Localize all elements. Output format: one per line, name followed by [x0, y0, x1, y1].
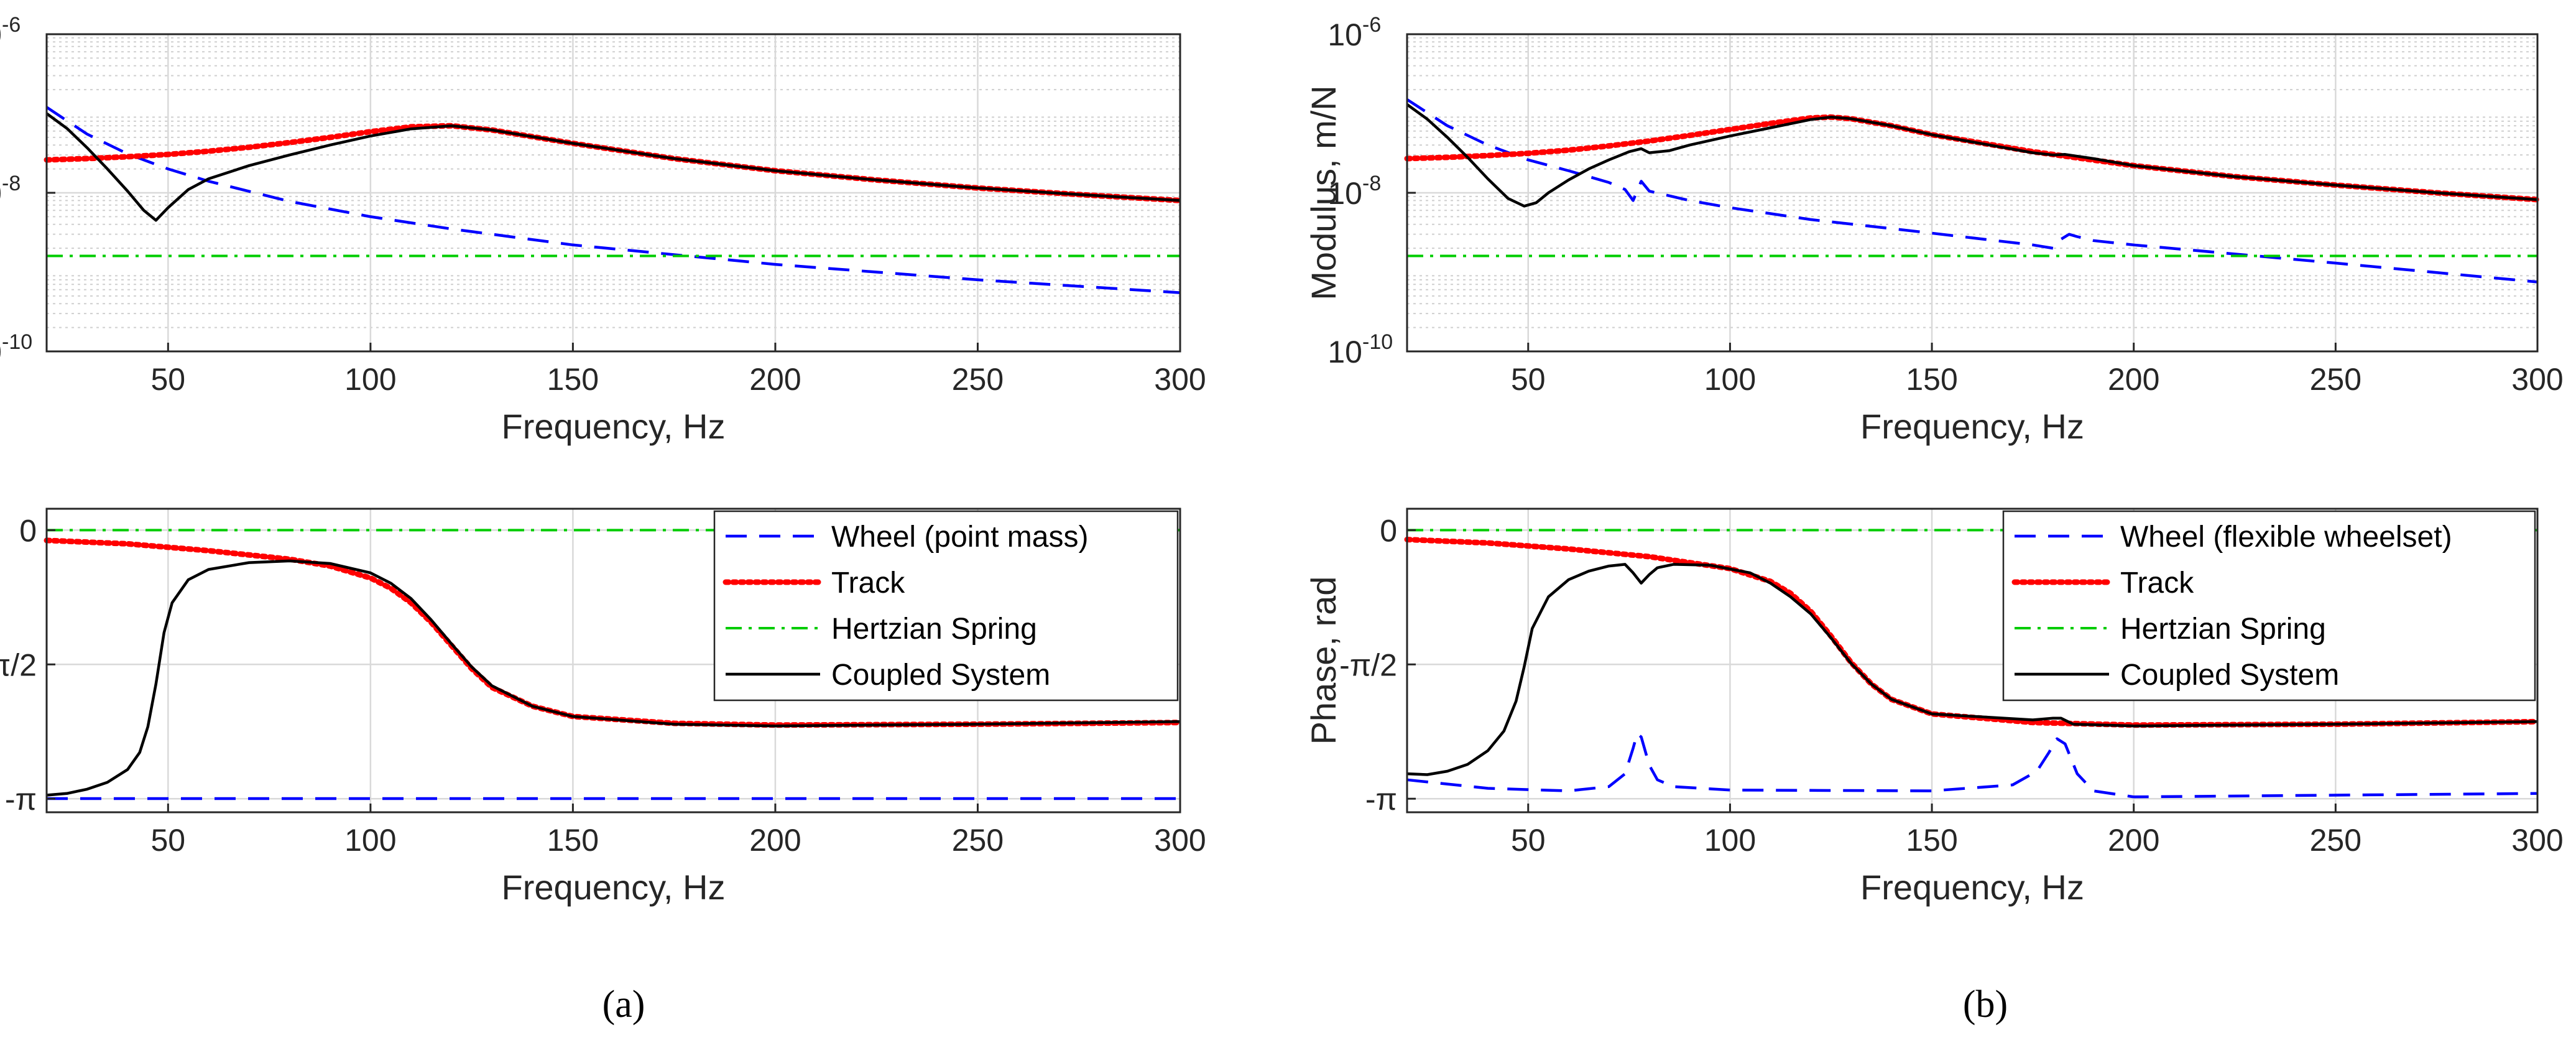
a-modulus-series-coupled — [45, 112, 1181, 222]
a-phase-legend-entry: Track — [831, 567, 905, 600]
a-modulus-axes: 5010015020025030010-1010-810-6Frequency,… — [0, 13, 1206, 446]
b-phase-axes: 50 100 150 200 250 300 0 -π/2 -π Frequency, Hz Pha… — [1304, 508, 2564, 907]
b-phase-legend-entry: Coupled System — [2120, 659, 2339, 692]
b-modulus-x-tick-label: 100 — [1704, 362, 1756, 397]
a-phase-x-tick-label: 250 — [952, 823, 1004, 858]
a-modulus-series-wheel — [45, 106, 1181, 294]
b-phase-x-tick-label: 50 — [1511, 823, 1546, 858]
a-phase-legend-entry: Coupled System — [831, 659, 1050, 692]
panel-b-label: (b) — [1963, 983, 2008, 1026]
b-modulus-y-axis-label: Modulus, m/N — [1304, 85, 1343, 300]
b-modulus-y-tick-label: 10 — [1327, 17, 1362, 52]
b-phase-legend: Wheel (flexible wheelset) Track Hertzian S… — [2002, 510, 2536, 702]
a-phase-legend-entry: Wheel (point mass) — [831, 521, 1088, 554]
b-phase-y-tick-label: 0 — [1380, 513, 1397, 548]
a-modulus-x-tick-label: 50 — [151, 362, 186, 397]
a-modulus-y-tick-label: 10 — [0, 335, 2, 369]
a-phase-x-tick-label: 150 — [547, 823, 599, 858]
a-phase-legend-entry: Hertzian Spring — [831, 613, 1037, 646]
b-modulus-x-tick-label: 200 — [2108, 362, 2159, 397]
a-phase-legend: Wheel (point mass) Track Hertzian Spring Co… — [713, 510, 1179, 702]
b-phase-y-axis-label: Phase, rad — [1304, 577, 1343, 745]
a-phase-y-tick-label: -π — [5, 782, 37, 817]
a-modulus-x-tick-label: 250 — [952, 362, 1004, 397]
a-modulus-x-tick-label: 150 — [547, 362, 599, 397]
b-modulus-y-tick-exponent: -8 — [1362, 172, 1381, 195]
b-modulus-x-tick-label: 250 — [2310, 362, 2361, 397]
a-phase-series-coupled — [46, 559, 1181, 797]
a-phase-x-tick-label: 50 — [151, 823, 186, 858]
b-modulus-y-tick-exponent: -10 — [1362, 330, 1393, 354]
a-modulus-y-tick-label: 10 — [0, 17, 2, 52]
b-modulus-x-tick-label: 150 — [1906, 362, 1957, 397]
b-modulus-y-tick-label: 10 — [1327, 335, 1362, 369]
b-modulus-series-coupled — [1406, 103, 2538, 208]
panel-a-label: (a) — [602, 983, 645, 1026]
b-modulus-y-tick-exponent: -6 — [1362, 13, 1381, 37]
b-phase-legend-entry: Track — [2120, 567, 2194, 600]
a-phase-y-tick-label: -π/2 — [0, 647, 37, 682]
a-phase-x-axis-label: Frequency, Hz — [502, 868, 726, 907]
a-phase-x-tick-label: 300 — [1154, 823, 1206, 858]
b-phase-x-tick-label: 250 — [2310, 823, 2361, 858]
b-phase-legend-box — [2002, 510, 2536, 702]
a-phase-x-tick-label: 100 — [344, 823, 396, 858]
b-phase-x-tick-label: 300 — [2511, 823, 2563, 858]
a-modulus-x-tick-label: 300 — [1154, 362, 1206, 397]
b-phase-x-tick-label: 100 — [1704, 823, 1756, 858]
a-phase-x-tick-label: 200 — [749, 823, 801, 858]
a-modulus-x-tick-label: 100 — [344, 362, 396, 397]
b-phase-legend-entry: Hertzian Spring — [2120, 613, 2326, 646]
a-phase-frame — [45, 508, 1181, 814]
b-modulus-y-tick-label: 10 — [1327, 176, 1362, 211]
b-modulus-x-tick-label: 50 — [1511, 362, 1546, 397]
b-phase-frame — [1406, 508, 2539, 814]
b-phase-x-tick-label: 200 — [2108, 823, 2159, 858]
a-modulus-x-axis-label: Frequency, Hz — [502, 407, 726, 446]
a-modulus-y-tick-exponent: -8 — [2, 172, 21, 195]
b-modulus-x-tick-label: 300 — [2511, 362, 2563, 397]
b-phase-y-tick-label: -π/2 — [1339, 647, 1397, 682]
b-phase-x-axis-label: Frequency, Hz — [1860, 868, 2084, 907]
a-phase-y-tick-label: 0 — [19, 513, 37, 548]
b-phase-series-coupled — [1406, 563, 2538, 776]
b-phase-x-tick-label: 150 — [1906, 823, 1957, 858]
b-modulus-x-axis-label: Frequency, Hz — [1860, 407, 2084, 446]
a-modulus-y-tick-exponent: -10 — [2, 330, 32, 354]
b-phase-y-tick-label: -π — [1365, 782, 1397, 817]
b-phase-legend-entry: Wheel (flexible wheelset) — [2120, 521, 2452, 554]
a-modulus-x-tick-label: 200 — [749, 362, 801, 397]
a-phase-legend-box — [713, 510, 1179, 702]
a-modulus-y-tick-label: 10 — [0, 176, 2, 211]
a-modulus-y-tick-exponent: -6 — [2, 13, 21, 37]
b-phase-series-wheel — [1406, 732, 2538, 799]
